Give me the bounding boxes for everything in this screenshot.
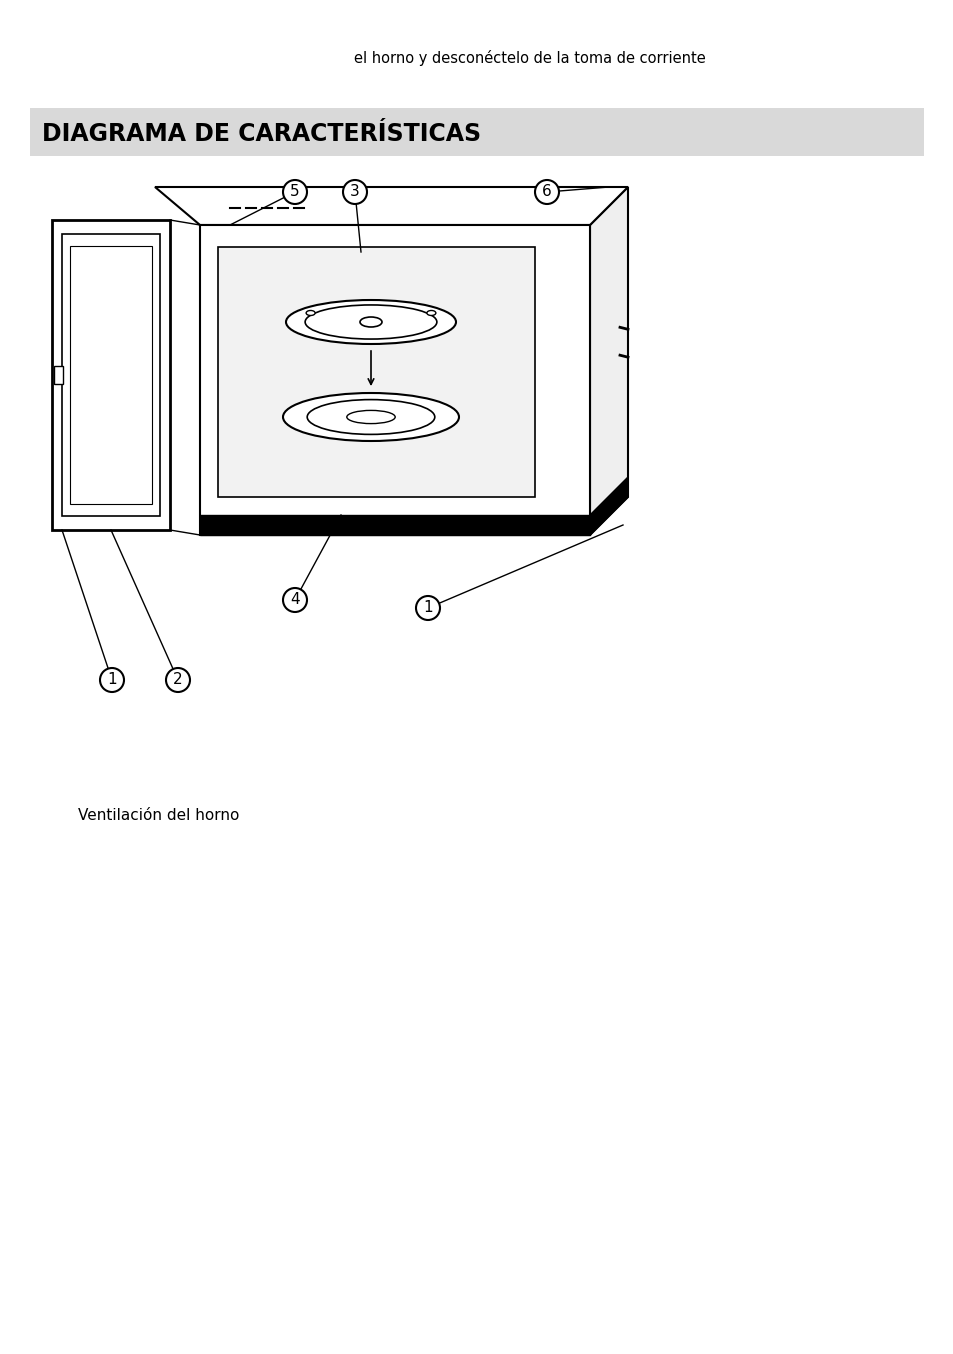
Bar (70, 246, 152, 504)
Polygon shape (589, 477, 627, 535)
Polygon shape (154, 187, 627, 225)
Ellipse shape (426, 310, 436, 315)
Circle shape (416, 596, 439, 620)
Text: Ventilación del horno: Ventilación del horno (78, 807, 239, 822)
Ellipse shape (306, 310, 314, 315)
Text: 2: 2 (173, 673, 183, 688)
Circle shape (283, 588, 307, 612)
Ellipse shape (307, 399, 435, 435)
Ellipse shape (305, 305, 436, 338)
Bar (52, 219, 170, 529)
Text: 3: 3 (350, 184, 359, 199)
Text: 5: 5 (290, 184, 299, 199)
Text: 1: 1 (423, 601, 433, 616)
Ellipse shape (283, 393, 458, 441)
Circle shape (535, 180, 558, 204)
Circle shape (166, 668, 190, 692)
Circle shape (343, 180, 367, 204)
Text: 1: 1 (107, 673, 116, 688)
Text: 4: 4 (290, 593, 299, 608)
Bar (30, 108, 923, 156)
Ellipse shape (286, 301, 456, 344)
Text: 6: 6 (541, 184, 551, 199)
Bar (62, 234, 160, 516)
Text: DIAGRAMA DE CARACTERÍSTICAS: DIAGRAMA DE CARACTERÍSTICAS (42, 122, 480, 146)
Bar (218, 246, 535, 497)
Ellipse shape (359, 317, 381, 328)
Bar (200, 515, 589, 535)
Polygon shape (589, 187, 627, 535)
Bar (200, 225, 589, 535)
Ellipse shape (347, 410, 395, 424)
Circle shape (283, 180, 307, 204)
Circle shape (100, 668, 124, 692)
Text: el horno y desconéctelo de la toma de corriente: el horno y desconéctelo de la toma de co… (354, 50, 705, 66)
Bar (54, 366, 63, 385)
